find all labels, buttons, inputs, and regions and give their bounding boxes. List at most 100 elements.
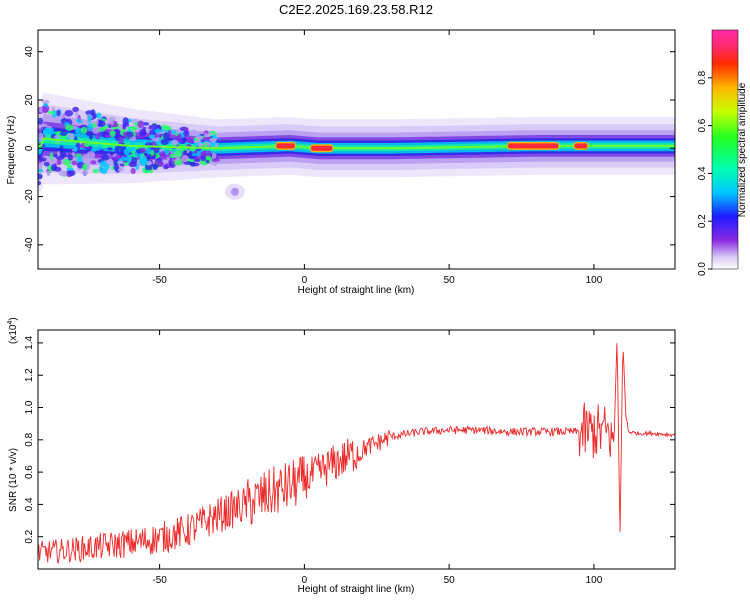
x-tick-label: 0 bbox=[302, 575, 308, 586]
colorbar-tick-label: 0.0 bbox=[697, 262, 708, 276]
heatmap-speckle bbox=[197, 142, 203, 147]
colorbar-tick-label: 0.6 bbox=[697, 118, 708, 132]
heatmap-speckle bbox=[41, 123, 48, 128]
heatmap-speckle bbox=[59, 145, 64, 151]
heatmap-speckle bbox=[49, 127, 55, 132]
heatmap-speckle bbox=[81, 170, 89, 176]
heatmap-speckle bbox=[109, 130, 116, 138]
heatmap-speckle bbox=[67, 169, 76, 177]
colorbar-tick-label: 0.4 bbox=[697, 166, 708, 180]
heatmap-peak bbox=[574, 143, 588, 149]
y-tick-label: 1.4 bbox=[24, 336, 35, 350]
heatmap-speckle bbox=[49, 152, 54, 160]
heatmap-speckle bbox=[87, 114, 92, 123]
heatmap-speckle bbox=[94, 153, 101, 158]
heatmap-speckle bbox=[53, 154, 58, 158]
heatmap-speckle bbox=[130, 141, 138, 149]
spectrogram-panel: -50 0 50 100 -40 -20 0 20 40 Height of straight … bbox=[6, 29, 676, 296]
heatmap-speckle bbox=[163, 132, 170, 141]
heatmap-speckle bbox=[92, 168, 100, 174]
colorbar-tick-label: 0.8 bbox=[697, 70, 708, 84]
heatmap-speckle bbox=[133, 156, 138, 165]
heatmap-speckle bbox=[152, 137, 160, 142]
heatmap-speckle bbox=[43, 162, 50, 167]
y-tick-label: 0.4 bbox=[24, 497, 35, 511]
heatmap-speckle bbox=[95, 119, 99, 126]
heatmap-speckle bbox=[107, 117, 111, 125]
colorbar-gradient bbox=[711, 29, 739, 270]
heatmap-speckle bbox=[38, 157, 47, 162]
heatmap-speckle bbox=[96, 112, 102, 119]
heatmap-speckle bbox=[148, 134, 156, 139]
heatmap-speckle bbox=[145, 163, 150, 171]
heatmap-speckle bbox=[38, 173, 43, 180]
heatmap-speckle bbox=[143, 122, 150, 126]
x-tick-label: 100 bbox=[586, 275, 603, 286]
heatmap-speckle bbox=[38, 117, 44, 125]
x-tick-label: -50 bbox=[152, 275, 167, 286]
heatmap-speckle bbox=[95, 133, 101, 140]
heatmap-peak bbox=[508, 143, 559, 149]
heatmap-speckle bbox=[113, 163, 120, 171]
y-tick-label: 40 bbox=[24, 46, 35, 58]
heatmap-speckle bbox=[188, 162, 197, 166]
x-tick-label: 50 bbox=[444, 575, 456, 586]
heatmap-speckle bbox=[141, 147, 146, 153]
spectrogram-ylabel: Frequency (Hz) bbox=[6, 116, 17, 185]
snr-axes: -50 0 50 100 0.2 0.4 0.6 0.8 1.0 1.2 1.4 bbox=[24, 330, 675, 586]
heatmap-speckle bbox=[59, 148, 66, 157]
heatmap-speckle bbox=[211, 158, 220, 163]
heatmap-speckle bbox=[50, 164, 57, 172]
heatmap-speckle bbox=[108, 137, 113, 143]
heatmap-speckle bbox=[149, 129, 156, 135]
heatmap-speckle bbox=[130, 168, 136, 174]
heatmap-speckle bbox=[56, 109, 61, 117]
heatmap-speckle bbox=[146, 147, 152, 155]
heatmap-speckle bbox=[191, 129, 197, 137]
heatmap-speckle bbox=[165, 148, 170, 156]
heatmap-speckle bbox=[174, 132, 179, 136]
heatmap-speckle bbox=[91, 148, 97, 152]
spectrogram-axes: -50 0 50 100 -40 -20 0 20 40 bbox=[24, 30, 675, 286]
heatmap-speckle bbox=[193, 158, 201, 162]
heatmap-speckle bbox=[90, 160, 97, 165]
heatmap-speckle bbox=[163, 165, 169, 170]
heatmap-speckle bbox=[72, 106, 79, 113]
heatmap-speckle bbox=[171, 130, 177, 134]
heatmap-speckle bbox=[148, 165, 152, 171]
heatmap-speckle bbox=[46, 170, 51, 177]
heatmap-speckle bbox=[193, 140, 202, 143]
heatmap-speckle bbox=[171, 139, 179, 145]
heatmap-speckle bbox=[96, 120, 106, 128]
spectrogram-xlabel: Height of straight line (km) bbox=[298, 285, 415, 296]
heatmap-speckle bbox=[131, 150, 135, 155]
heatmap-speckle bbox=[58, 170, 67, 177]
heatmap-speckle bbox=[164, 125, 172, 131]
heatmap-speckle bbox=[76, 118, 81, 123]
heatmap-speckle bbox=[98, 166, 102, 172]
heatmap-speckle bbox=[92, 126, 100, 135]
heatmap-speckle bbox=[86, 151, 96, 159]
heatmap-speckle bbox=[75, 111, 79, 119]
heatmap-speckle bbox=[59, 131, 68, 136]
heatmap-speckle bbox=[110, 118, 114, 126]
heatmap-speckle bbox=[73, 146, 78, 152]
y-tick-label: 0.6 bbox=[24, 465, 35, 479]
heatmap-speckle bbox=[65, 124, 74, 131]
heatmap-peak bbox=[311, 145, 333, 151]
heatmap-speckle bbox=[159, 129, 165, 133]
y-tick-label: -20 bbox=[24, 189, 35, 204]
heatmap-speckle bbox=[126, 131, 134, 138]
heatmap-speckle bbox=[118, 136, 124, 144]
heatmap-layer bbox=[38, 92, 675, 200]
heatmap-speckle bbox=[205, 159, 210, 164]
snr-ylabel: SNR (10 * v/v) bbox=[8, 448, 19, 512]
heatmap-speckle bbox=[160, 138, 169, 146]
colorbar-tick-label: 0.2 bbox=[697, 214, 708, 228]
heatmap-speckle bbox=[64, 110, 74, 117]
heatmap-speckle bbox=[56, 159, 62, 166]
y-tick-label: 0.2 bbox=[24, 529, 35, 543]
heatmap-speckle bbox=[123, 131, 127, 138]
heatmap-speckle bbox=[38, 180, 42, 186]
heatmap-ridge bbox=[38, 137, 675, 150]
